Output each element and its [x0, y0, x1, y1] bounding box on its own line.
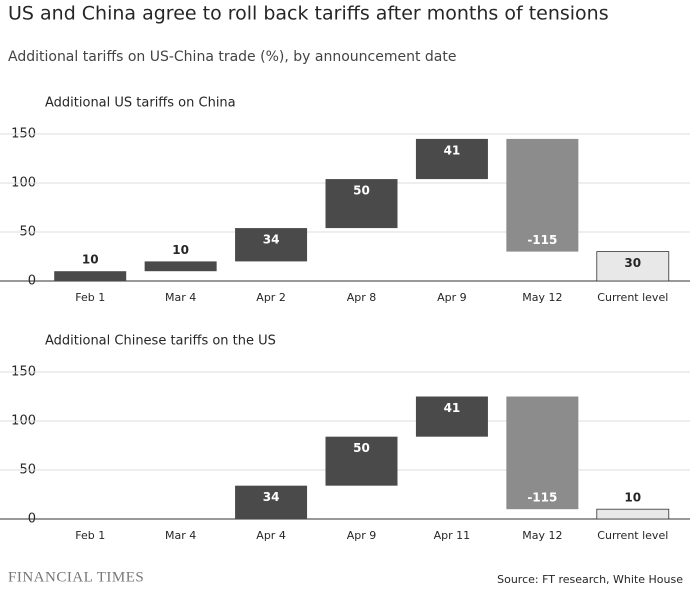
bar — [596, 251, 670, 282]
value-label: 34 — [263, 233, 280, 247]
bar — [596, 508, 670, 520]
bar — [54, 271, 127, 281]
value-label: 50 — [353, 441, 370, 455]
bar — [506, 138, 579, 252]
x-tick-label: Apr 9 — [347, 529, 377, 542]
x-tick-label: Apr 9 — [437, 291, 467, 304]
x-tick-label: May 12 — [522, 291, 562, 304]
chart-title: Additional US tariffs on China — [45, 96, 236, 111]
x-tick-label: Apr 4 — [256, 529, 286, 542]
x-tick-label: Apr 2 — [256, 291, 286, 304]
value-label: 30 — [624, 256, 641, 270]
bar — [415, 396, 488, 437]
value-label: -115 — [527, 491, 557, 505]
bar — [144, 261, 217, 272]
chart-title: Additional Chinese tariffs on the US — [45, 334, 276, 349]
x-tick-label: Mar 4 — [165, 291, 196, 304]
value-label: 10 — [172, 243, 189, 257]
value-label: 41 — [444, 401, 461, 415]
bar — [415, 138, 488, 180]
x-tick-label: Current level — [597, 291, 668, 304]
x-tick-label: Feb 1 — [75, 291, 105, 304]
page-title: US and China agree to roll back tariffs … — [8, 3, 609, 25]
source: Source: FT research, White House — [497, 573, 683, 586]
bar — [506, 396, 579, 510]
x-tick-label: Apr 11 — [434, 529, 471, 542]
value-label: 41 — [444, 143, 461, 157]
bar — [235, 485, 308, 519]
x-tick-label: Apr 8 — [347, 291, 377, 304]
x-tick-label: Mar 4 — [165, 529, 196, 542]
value-label: 50 — [353, 184, 370, 198]
value-label: 10 — [624, 491, 641, 505]
brand: FINANCIAL TIMES — [8, 569, 144, 585]
bar — [235, 228, 308, 262]
bar — [325, 436, 398, 486]
value-label: -115 — [527, 233, 557, 247]
page-subtitle: Additional tariffs on US-China trade (%)… — [8, 49, 456, 65]
x-tick-label: Feb 1 — [75, 529, 105, 542]
value-label: 34 — [263, 490, 280, 504]
bar — [325, 179, 398, 229]
value-label: 10 — [82, 253, 99, 267]
x-tick-label: Current level — [597, 529, 668, 542]
x-tick-label: May 12 — [522, 529, 562, 542]
